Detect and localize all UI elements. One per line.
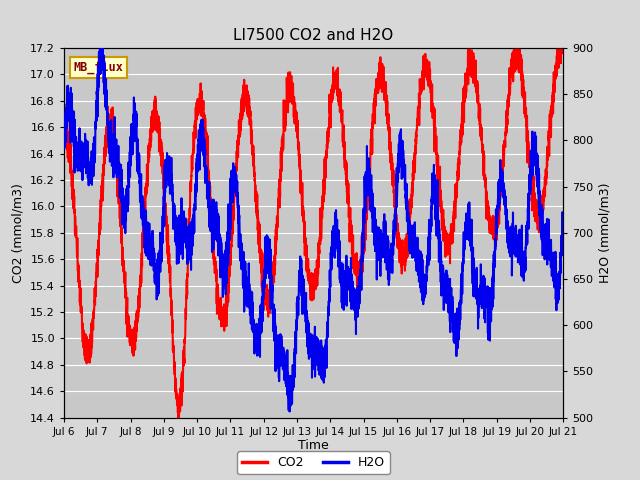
Y-axis label: H2O (mmol/m3): H2O (mmol/m3) — [599, 182, 612, 283]
Legend: CO2, H2O: CO2, H2O — [237, 451, 390, 474]
Text: MB_flux: MB_flux — [74, 61, 124, 74]
Y-axis label: CO2 (mmol/m3): CO2 (mmol/m3) — [12, 183, 24, 283]
Title: LI7500 CO2 and H2O: LI7500 CO2 and H2O — [234, 28, 394, 43]
X-axis label: Time: Time — [298, 439, 329, 453]
